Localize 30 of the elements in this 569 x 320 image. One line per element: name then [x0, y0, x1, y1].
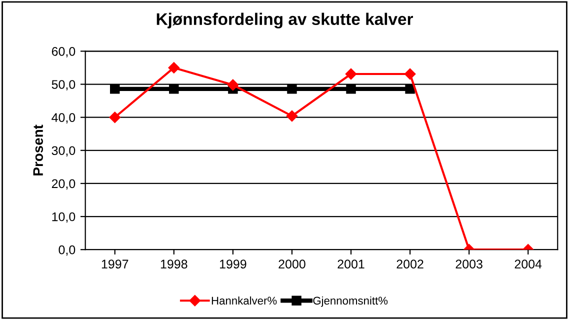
legend-label: Hannkalver% — [212, 296, 277, 305]
point — [404, 68, 416, 80]
point — [227, 79, 239, 91]
x-tick-label: 2001 — [338, 260, 364, 269]
legend-label: Gjennomsnitt% — [313, 296, 388, 307]
y-tick-label: 10,0 — [52, 212, 76, 223]
point — [109, 112, 120, 123]
point — [169, 84, 179, 94]
y-tick-label: 0,0 — [58, 245, 76, 256]
x-tick-label: 2003 — [456, 260, 482, 269]
point — [287, 84, 297, 94]
x-tick-label: 2004 — [514, 260, 542, 269]
y-tick-label: 30,0 — [52, 146, 76, 157]
x-tick-label: 1999 — [220, 260, 246, 269]
x-tick-label: 1998 — [160, 260, 188, 269]
point — [405, 84, 415, 94]
point — [110, 84, 120, 94]
x-tick-label: 1997 — [102, 260, 128, 269]
y-axis-title: Prosent — [33, 124, 43, 176]
x-tick-label: 2002 — [396, 260, 424, 269]
chart-title: Kjønnsfordeling av skutte kalver — [156, 12, 413, 28]
y-tick-label: 60,0 — [52, 47, 76, 58]
point — [168, 62, 180, 74]
y-tick-label: 20,0 — [52, 179, 76, 190]
x-tick-label: 2000 — [278, 260, 306, 269]
point — [286, 110, 298, 122]
point — [346, 84, 356, 94]
y-tick-label: 40,0 — [52, 113, 76, 124]
y-tick-label: 50,0 — [52, 80, 76, 90]
point — [345, 68, 357, 80]
